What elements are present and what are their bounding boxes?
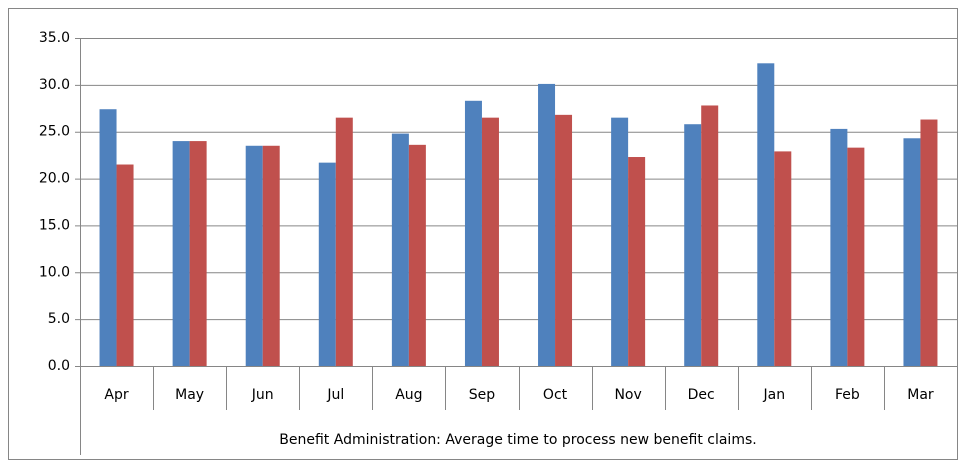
bar <box>464 100 482 366</box>
x-tick-label: Oct <box>543 387 568 403</box>
bar <box>847 147 865 366</box>
y-tick-label: 15.0 <box>39 217 70 233</box>
x-tick-label: Sep <box>469 387 496 403</box>
bar <box>262 145 280 366</box>
bar <box>774 151 792 366</box>
x-tick-label: Apr <box>104 387 128 403</box>
bar <box>611 117 629 367</box>
bar <box>628 157 646 366</box>
bar <box>189 141 207 366</box>
bar <box>481 117 499 367</box>
bar <box>555 114 573 367</box>
x-tick-label: Jan <box>762 387 785 403</box>
y-tick-label: 20.0 <box>39 171 70 187</box>
x-tick-label: Aug <box>395 387 422 403</box>
bar <box>757 63 775 366</box>
bar <box>701 105 719 366</box>
x-tick-label: Jun <box>251 387 274 403</box>
x-axis-title: Benefit Administration: Average time to … <box>279 432 756 448</box>
y-tick-label: 25.0 <box>39 124 70 140</box>
bar <box>408 144 426 366</box>
x-tick-label: Feb <box>835 387 860 403</box>
bar <box>99 109 117 367</box>
bar <box>538 83 556 367</box>
y-tick-label: 5.0 <box>48 311 70 327</box>
bar <box>116 164 134 366</box>
bar <box>335 117 353 367</box>
y-tick-label: 10.0 <box>39 264 70 280</box>
bar <box>684 124 702 367</box>
bar <box>830 128 848 366</box>
x-tick-label: Mar <box>907 387 934 403</box>
y-tick-label: 0.0 <box>48 358 70 374</box>
y-tick-label: 35.0 <box>39 30 70 46</box>
x-tick-label: Dec <box>688 387 715 403</box>
bar <box>391 133 409 366</box>
bar <box>245 145 263 366</box>
y-tick-label: 30.0 <box>39 77 70 93</box>
x-tick-label: Nov <box>614 387 641 403</box>
bar <box>903 138 921 366</box>
bar <box>318 162 336 366</box>
bar <box>172 141 190 366</box>
x-tick-label: May <box>175 387 204 403</box>
x-tick-label: Jul <box>326 387 344 403</box>
bar <box>920 119 938 366</box>
